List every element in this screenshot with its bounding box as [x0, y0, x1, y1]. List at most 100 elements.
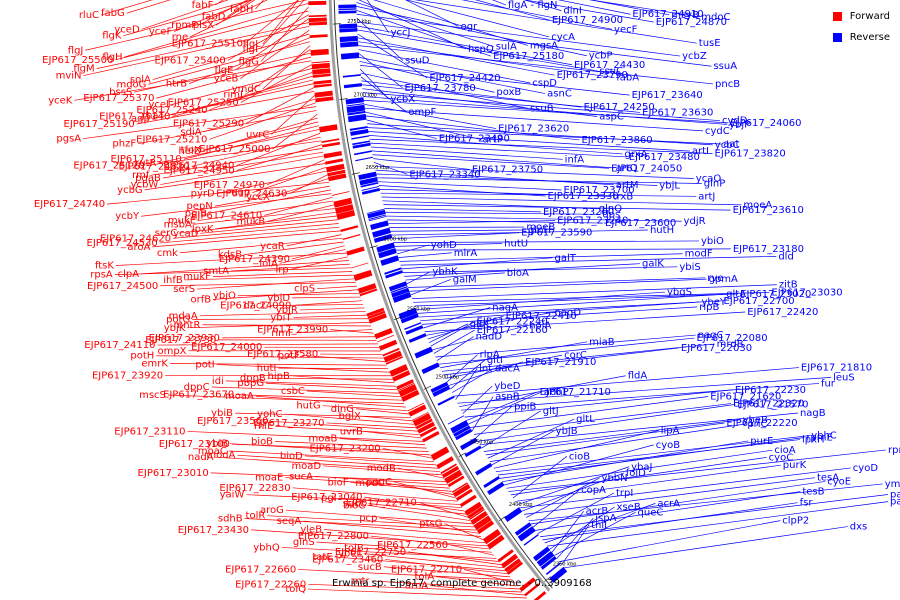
forward-feature [327, 173, 347, 182]
forward-gene-label: EJP617_25500 [42, 55, 113, 66]
leader-line [301, 354, 386, 362]
reverse-gene-label: ycbX [391, 94, 416, 105]
leader-line [162, 151, 324, 179]
leader-line [362, 415, 413, 422]
reverse-gene-label: EJP617_24050 [611, 163, 682, 174]
forward-gene-label: fabD [202, 12, 226, 23]
forward-gene-label: EJP617_23110 [114, 426, 185, 437]
leader-line [115, 252, 347, 266]
leader-line [299, 307, 365, 311]
tick-label: 2500 kbp [436, 374, 460, 380]
leader-line [138, 110, 317, 145]
forward-gene-label: bioC [343, 500, 365, 511]
reverse-feature [361, 187, 381, 195]
leader-line [408, 551, 502, 565]
leader-line [433, 329, 475, 354]
reverse-feature [414, 346, 433, 359]
reverse-feature [533, 546, 551, 562]
leader-line [304, 455, 437, 466]
leader-line [316, 541, 492, 553]
reverse-gene-label: ycbC [715, 140, 740, 151]
forward-feature [533, 591, 547, 600]
reverse-feature [437, 395, 455, 406]
reverse-gene-label: mlrA [454, 248, 478, 259]
leader-line [169, 363, 387, 366]
forward-gene-label: EJP617_23200 [309, 443, 380, 454]
reverse-gene-label: ybaJ [631, 462, 652, 473]
reverse-gene-label: miaB [589, 337, 615, 348]
leader-line [187, 431, 424, 442]
leader-line [418, 300, 722, 318]
forward-gene-label: flgJ [68, 45, 84, 56]
reverse-gene-label: EJP617_24430 [574, 60, 645, 71]
leader-line [339, 438, 425, 446]
forward-feature [315, 96, 334, 103]
forward-gene-label: ybiB [211, 408, 233, 419]
forward-gene-label: aroA [127, 242, 150, 253]
forward-gene-label: EJP617_22750 [335, 547, 406, 558]
legend: Forward Reverse [832, 9, 890, 51]
leader-line [517, 466, 630, 506]
leader-line [416, 291, 665, 311]
reverse-gene-label: ybeB [743, 415, 768, 426]
forward-gene-label: ybeL [338, 549, 362, 560]
leader-line [420, 301, 700, 322]
backbone-inner-arc [333, 0, 553, 589]
forward-gene-label: helD [178, 146, 201, 157]
forward-feature [519, 577, 536, 592]
forward-gene-label: agp [131, 114, 150, 125]
forward-gene-label: pqiB [185, 208, 207, 219]
forward-gene-label: EJP617_24630 [216, 189, 287, 200]
leader-line [395, 248, 731, 251]
reverse-gene-label: aat [723, 139, 739, 150]
forward-feature [524, 583, 540, 597]
leader-line [414, 293, 739, 307]
forward-gene-label: EJP617_25110 [111, 154, 182, 165]
forward-gene-label: EJP617_24820 [118, 161, 189, 172]
reverse-gene-label: yohD [431, 240, 457, 251]
leader-line [270, 420, 418, 432]
forward-feature [312, 68, 331, 75]
leader-line [378, 181, 562, 191]
forward-gene-label: ycbY [115, 211, 140, 222]
forward-feature [309, 34, 328, 38]
leader-line [564, 526, 848, 569]
forward-gene-label: cmk [157, 248, 178, 259]
reverse-gene-label: ybjB [556, 426, 578, 437]
reverse-feature [340, 52, 360, 60]
forward-gene-label: EJP617_25370 [83, 93, 154, 104]
leader-line [317, 285, 357, 290]
forward-feature [470, 510, 488, 525]
forward-gene-label: tfoX [181, 145, 202, 156]
leader-line [83, 106, 317, 140]
reverse-gene-label: EJP617_23180 [733, 244, 804, 255]
reverse-feature [358, 171, 377, 181]
forward-gene-label: clpA [118, 269, 140, 280]
leader-line [357, 25, 573, 66]
feature-tracks [308, 0, 568, 600]
reverse-gene-label: EJP617_23860 [581, 135, 652, 146]
leader-line [285, 509, 473, 525]
reverse-gene-label: EJP617_22030 [681, 343, 752, 354]
forward-feature [367, 310, 386, 320]
backbone-arc [328, 0, 551, 592]
leader-line [461, 0, 613, 30]
leader-line [179, 215, 337, 234]
leader-line [151, 148, 323, 176]
reverse-gene-label: yccJ [391, 28, 411, 39]
reverse-gene-label: fsr [800, 498, 814, 509]
leader-line [209, 189, 331, 214]
forward-feature [327, 169, 346, 177]
forward-gene-label: EJP617_24090 [220, 300, 291, 311]
leader-line [236, 132, 321, 166]
forward-gene-label: flgE [214, 65, 233, 76]
legend-reverse-swatch [832, 32, 842, 42]
forward-gene-label: ihfB [163, 275, 183, 286]
reverse-feature [536, 551, 555, 567]
label-leader-lines [74, 0, 889, 599]
leader-line [227, 0, 253, 17]
forward-feature [482, 528, 502, 545]
reverse-gene-label: gltA [726, 289, 746, 300]
leader-line [146, 140, 322, 166]
